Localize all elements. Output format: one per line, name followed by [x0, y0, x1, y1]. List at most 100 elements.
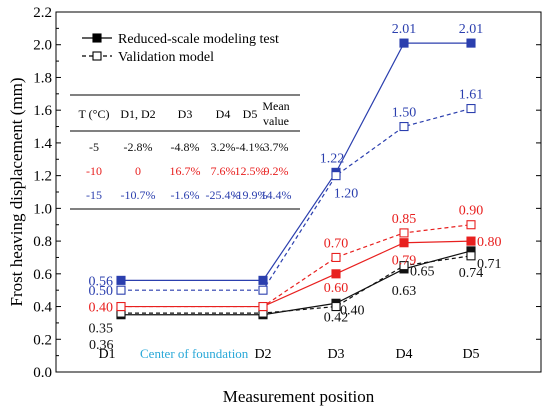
table-cell: -10.7%: [121, 188, 156, 202]
table-cell: -1.6%: [171, 188, 200, 202]
data-point-test: [258, 275, 268, 285]
series-line-model-minus5: [121, 255, 472, 314]
y-tick-label: 0.8: [33, 234, 52, 250]
table-cell: 3.7%: [264, 140, 289, 154]
data-point-test: [116, 275, 126, 285]
legend-label: Reduced-scale modeling test: [118, 32, 279, 47]
data-label: 0.85: [392, 212, 417, 227]
data-point-model: [331, 171, 341, 181]
data-point-model: [399, 121, 409, 132]
y-tick-label: 2.2: [33, 5, 52, 21]
axes: 0.0 0.2 0.4 0.6 0.8 1.0 1.2 1.4 1.6 1.8 2.0 2.2 D1 D2…: [7, 5, 542, 406]
data-point-test: [399, 238, 409, 248]
table-cell: -19.9%: [233, 188, 268, 202]
data-label: 0.65: [410, 265, 435, 280]
legend-marker: [92, 33, 102, 43]
data-label: 0.79: [392, 254, 417, 269]
y-tick-label: 0.2: [33, 332, 52, 348]
data-label: 0.90: [459, 204, 484, 219]
series-line-test-minus5: [121, 250, 472, 316]
data-point-test: [331, 269, 341, 279]
data-label: 0.74: [459, 266, 484, 281]
series-line-model-minus15: [121, 107, 472, 291]
table-cell: 12.5%: [235, 164, 266, 178]
table-cell: -15: [86, 188, 102, 202]
x-annotation: Center of foundation: [140, 346, 249, 361]
y-tick-label: 1.4: [33, 136, 52, 152]
data-point-model: [399, 261, 409, 271]
series-line-model-minus10: [121, 224, 472, 308]
x-tick-label: D5: [462, 347, 479, 362]
data-label: 0.36: [89, 338, 114, 353]
data-label: 2.01: [459, 22, 484, 37]
x-axis-title: Measurement position: [223, 387, 375, 406]
y-axis-title: Frost heaving displacement (mm): [7, 78, 26, 307]
table-header-mean: Mean: [262, 99, 289, 113]
table-header: D1, D2: [120, 107, 155, 121]
x-tick-label: D2: [254, 347, 271, 362]
x-tick-label: D1: [98, 347, 115, 362]
data-label: 1.22: [320, 151, 345, 166]
data-label: 0.40: [340, 304, 365, 319]
table-header: D3: [178, 107, 193, 121]
data-point-test: [399, 38, 409, 48]
y-tick-label: 0.0: [33, 365, 52, 381]
y-tick-label: 0.6: [33, 267, 52, 283]
data-labels: 0.35 0.42 0.63 0.74 0.36 0.40 0.65 0.71 0.40 0.60…: [89, 22, 502, 353]
table-cell: 3.2%: [211, 140, 236, 154]
data-label: 0.56: [89, 274, 114, 289]
data-label: 0.70: [324, 236, 349, 251]
data-label: 0.40: [89, 301, 114, 316]
table-cell: -10: [86, 164, 102, 178]
data-label: 0.42: [324, 310, 349, 325]
table-header: D5: [243, 107, 258, 121]
table-header: T (°C): [79, 107, 110, 121]
y-tick-label: 0.4: [33, 300, 52, 316]
data-label: 0.71: [477, 257, 502, 272]
data-point-test: [466, 38, 476, 48]
data-point-test: [466, 236, 476, 246]
data-point-model: [466, 220, 476, 230]
table-cell: -5: [89, 140, 99, 154]
data-point-model: [116, 301, 126, 312]
table-cell: 7.6%: [211, 164, 236, 178]
data-label: 0.80: [477, 235, 502, 250]
y-tick-label: 2.0: [33, 38, 52, 54]
y-tick-label: 1.2: [33, 169, 52, 185]
data-point-model: [331, 252, 341, 263]
x-tick-label: D3: [327, 347, 344, 362]
table-cell: 16.7%: [170, 164, 201, 178]
data-point-model: [258, 301, 268, 312]
data-label: 0.63: [392, 284, 417, 299]
data-point-model: [466, 103, 476, 114]
data-label: 0.35: [89, 322, 114, 337]
table-cell: -2.8%: [124, 140, 153, 154]
data-label: 0.60: [324, 281, 349, 296]
data-label: 1.50: [392, 106, 417, 121]
legend-label: Validation model: [118, 50, 214, 65]
data-label: 1.61: [459, 88, 484, 103]
y-tick-label: 1.8: [33, 70, 52, 86]
data-label: 0.50: [89, 284, 114, 299]
data-label: 2.01: [392, 22, 417, 37]
series-line-test-minus15: [121, 42, 471, 281]
y-tick-label: 1.0: [33, 201, 52, 217]
legend-marker: [92, 51, 102, 61]
table-header-value: value: [263, 114, 289, 128]
table-cell: -25.4%: [206, 188, 241, 202]
data-point-model: [399, 228, 409, 238]
data-point-model: [466, 251, 476, 261]
table-cell: -4.1%: [236, 140, 265, 154]
x-tick-label: D4: [395, 347, 412, 362]
table-header: D4: [216, 107, 231, 121]
data-label: 1.20: [334, 187, 359, 202]
table-cell: 9.2%: [264, 164, 289, 178]
legend: Reduced-scale modeling test Validation mo…: [82, 32, 279, 65]
table-cell: -4.8%: [171, 140, 200, 154]
y-tick-label: 1.6: [33, 103, 52, 119]
data-point-model: [331, 301, 341, 312]
data-point-model: [258, 285, 268, 295]
data-point-model: [116, 285, 126, 295]
